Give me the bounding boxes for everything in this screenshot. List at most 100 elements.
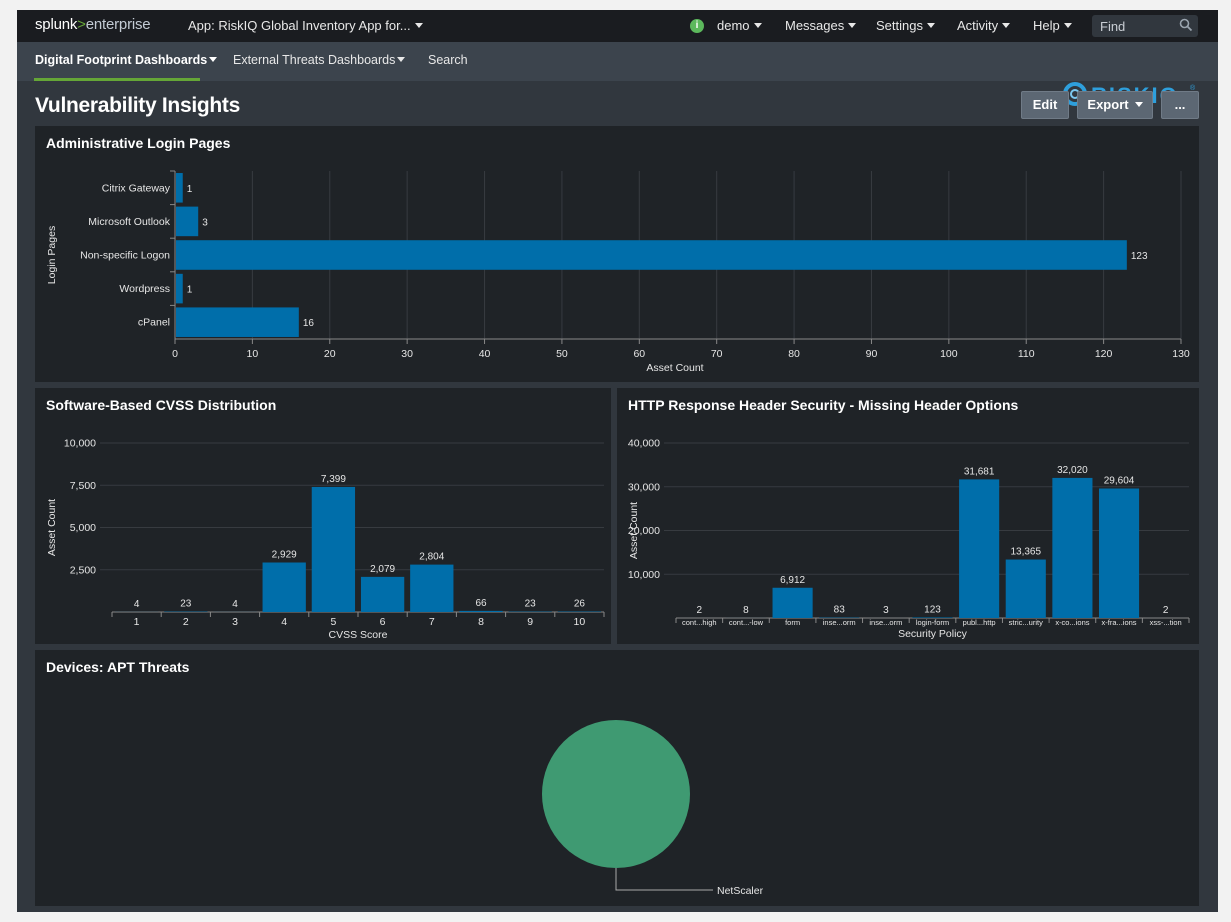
data-label: 2,804 bbox=[419, 552, 444, 563]
app-window: splunk>enterprise App: RiskIQ Global Inv… bbox=[17, 10, 1218, 912]
data-label: 4 bbox=[134, 599, 140, 610]
category-label: x-co...ions bbox=[1055, 618, 1089, 627]
data-label: 26 bbox=[574, 599, 586, 610]
category-label: 1 bbox=[134, 616, 140, 628]
find-input[interactable] bbox=[1092, 15, 1198, 37]
data-label: 32,020 bbox=[1057, 465, 1088, 476]
category-label: publ...http bbox=[963, 618, 996, 627]
data-label: 31,681 bbox=[964, 466, 995, 477]
search-icon[interactable] bbox=[1179, 18, 1193, 32]
y-tick-label: 10,000 bbox=[628, 569, 660, 581]
x-tick-label: 120 bbox=[1095, 348, 1113, 360]
nav-search-label: Search bbox=[428, 53, 468, 67]
data-label: 3 bbox=[883, 605, 889, 616]
chart-apt-threats[interactable]: NetScaler bbox=[35, 650, 1199, 906]
category-label: cPanel bbox=[138, 317, 170, 329]
x-tick-label: 110 bbox=[1018, 348, 1035, 360]
data-label: 29,604 bbox=[1104, 475, 1135, 486]
data-label: 1 bbox=[187, 285, 193, 296]
bar bbox=[459, 610, 503, 612]
y-tick-label: 10,000 bbox=[64, 438, 96, 450]
data-label: 123 bbox=[924, 604, 941, 615]
nav-search[interactable]: Search bbox=[428, 53, 468, 67]
settings-menu-label: Settings bbox=[876, 18, 923, 33]
chevron-down-icon bbox=[397, 57, 406, 63]
y-tick-label: 40,000 bbox=[628, 438, 660, 450]
export-button-label: Export bbox=[1087, 97, 1129, 112]
brand-gt: > bbox=[77, 16, 86, 33]
bar bbox=[360, 576, 405, 612]
user-menu-label: demo bbox=[717, 18, 750, 33]
nav-external-threats-label: External Threats Dashboards bbox=[233, 53, 396, 67]
panel-http-headers: HTTP Response Header Security - Missing … bbox=[617, 388, 1199, 644]
x-tick-label: 0 bbox=[172, 348, 178, 360]
data-label: 13,365 bbox=[1010, 547, 1041, 558]
nav-digital-footprint-label: Digital Footprint Dashboards bbox=[35, 53, 208, 67]
x-axis-title: CVSS Score bbox=[329, 629, 388, 641]
data-label: 23 bbox=[525, 599, 537, 610]
chevron-down-icon bbox=[1134, 102, 1143, 108]
bar bbox=[1098, 488, 1140, 618]
category-label: 2 bbox=[183, 616, 189, 628]
info-badge-icon: i bbox=[690, 19, 704, 33]
x-tick-label: 60 bbox=[633, 348, 645, 360]
bar bbox=[176, 206, 199, 237]
category-label: Wordpress bbox=[119, 283, 170, 295]
x-tick-label: 50 bbox=[556, 348, 568, 360]
splunk-logo[interactable]: splunk>enterprise bbox=[35, 16, 151, 33]
data-label: 23 bbox=[180, 599, 192, 610]
edit-button[interactable]: Edit bbox=[1021, 91, 1069, 119]
data-label: 2 bbox=[1163, 605, 1169, 616]
pie-label: NetScaler bbox=[717, 885, 764, 897]
bar bbox=[410, 564, 454, 612]
data-label: 2,929 bbox=[272, 549, 297, 560]
chart-login-pages[interactable]: 0 10 20 30 40 50 60 70 80 90 100 110 120 130 Citrix Ga… bbox=[35, 126, 1199, 382]
help-menu-label: Help bbox=[1033, 18, 1060, 33]
bar bbox=[176, 240, 1127, 270]
chevron-down-icon bbox=[848, 23, 857, 29]
export-button[interactable]: Export bbox=[1077, 91, 1153, 119]
x-tick-label: 100 bbox=[940, 348, 958, 360]
activity-menu[interactable]: Activity bbox=[957, 18, 1011, 33]
category-label: inse...orm bbox=[869, 618, 902, 627]
y-tick-label: 20,000 bbox=[628, 525, 660, 537]
category-label: 3 bbox=[232, 616, 238, 628]
category-label: Citrix Gateway bbox=[102, 182, 171, 194]
nav-digital-footprint[interactable]: Digital Footprint Dashboards bbox=[35, 53, 218, 67]
panel-title-apt-threats: Devices: APT Threats bbox=[46, 659, 190, 675]
panel-title-http-headers: HTTP Response Header Security - Missing … bbox=[628, 397, 1019, 413]
nav-external-threats[interactable]: External Threats Dashboards bbox=[233, 53, 406, 67]
user-menu[interactable]: demo bbox=[717, 18, 762, 33]
panel-apt-threats: Devices: APT Threats NetScaler bbox=[35, 650, 1199, 906]
data-label: 6,912 bbox=[780, 575, 805, 586]
help-menu[interactable]: Help bbox=[1033, 18, 1072, 33]
category-label: cont...-low bbox=[729, 618, 764, 627]
x-tick-label: 30 bbox=[401, 348, 413, 360]
bar bbox=[176, 273, 183, 304]
category-label: xss-...tion bbox=[1150, 618, 1182, 627]
bar bbox=[311, 486, 356, 612]
y-tick-label: 2,500 bbox=[70, 564, 96, 576]
chart-cvss[interactable]: 2,500 5,000 7,500 10,000 4 1 23 2 4 3 2,929 4 7,399 5… bbox=[35, 388, 611, 644]
chart-http-headers[interactable]: 10,000 20,000 30,000 40,000 2 cont...high 8 con… bbox=[617, 388, 1199, 644]
bar bbox=[1052, 477, 1093, 618]
edit-button-label: Edit bbox=[1032, 97, 1058, 112]
settings-menu[interactable]: Settings bbox=[876, 18, 935, 33]
pie-leader-line bbox=[615, 868, 713, 891]
chevron-down-icon bbox=[209, 57, 218, 63]
data-label: 1 bbox=[187, 184, 193, 195]
category-label: 9 bbox=[527, 616, 533, 628]
y-tick-label: 7,500 bbox=[70, 480, 96, 492]
brand-enterprise: enterprise bbox=[85, 16, 151, 33]
app-menu[interactable]: App: RiskIQ Global Inventory App for... bbox=[188, 18, 423, 33]
bar bbox=[772, 587, 813, 618]
category-label: 6 bbox=[380, 616, 386, 628]
bar bbox=[262, 562, 306, 612]
data-label: 4 bbox=[232, 599, 238, 610]
messages-menu[interactable]: Messages bbox=[785, 18, 857, 33]
panel-title-cvss: Software-Based CVSS Distribution bbox=[46, 397, 277, 413]
more-actions-button[interactable]: ... bbox=[1161, 91, 1199, 119]
y-tick-label: 30,000 bbox=[628, 481, 660, 493]
app-nav-bar: Digital Footprint Dashboards External Th… bbox=[17, 42, 1218, 108]
bar bbox=[176, 307, 299, 337]
